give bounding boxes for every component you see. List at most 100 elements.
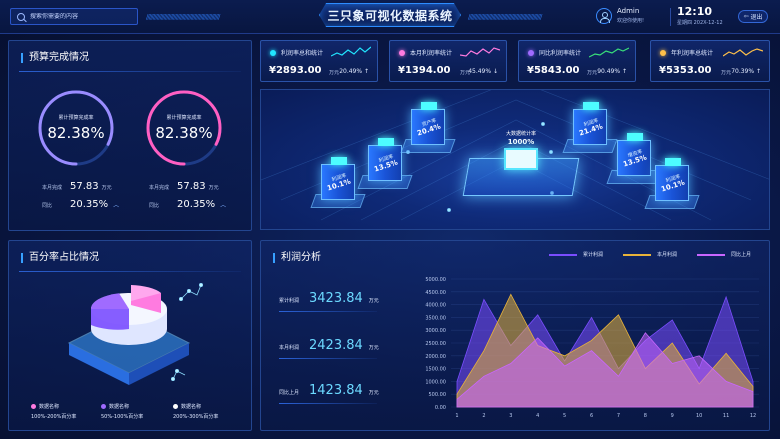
legend-range: 50%-100%百分率 bbox=[101, 414, 144, 420]
x-tick-label: 3 bbox=[509, 413, 512, 419]
area-series-3 bbox=[456, 332, 754, 408]
legend-range: 100%-200%百分率 bbox=[31, 414, 77, 420]
panel-title-underline bbox=[19, 271, 241, 272]
legend-dot-icon bbox=[173, 404, 178, 409]
gauge-label: 累计预算完成率 bbox=[58, 115, 94, 121]
x-tick-label: 2 bbox=[482, 413, 485, 419]
profit-value: 3423.84 bbox=[309, 291, 363, 306]
profit-area-chart: 0.00 500.00 1000.00 1500.00 2000.00 2500.00 30… bbox=[425, 277, 759, 419]
stat-unit: 万元 bbox=[208, 185, 219, 191]
profit-label: 累计利润 bbox=[279, 298, 300, 304]
user-profile[interactable]: Admin 欢迎你使用! bbox=[596, 7, 644, 24]
stat-unit: 万元 bbox=[101, 185, 112, 191]
decor-stripes-right-icon: ////////////////////////////////////////… bbox=[468, 13, 542, 21]
x-tick-label: 12 bbox=[750, 413, 756, 419]
search-icon bbox=[17, 12, 25, 21]
stat-yoy-label: 同比 bbox=[149, 203, 160, 209]
tower-profit-3: 利润率 21.4% bbox=[562, 102, 618, 153]
kpi-percent: 45.49% ↓ bbox=[468, 68, 498, 75]
stat-yoy-1: 同比 20.35% ︿ bbox=[42, 199, 119, 210]
legend-item-1: 数据名称 100%-200%百分率 bbox=[31, 403, 76, 420]
pie-3d-icon bbox=[67, 282, 203, 385]
tower-profit-1: 利润率 10.1% bbox=[310, 157, 366, 208]
gauge-value: 82.38% bbox=[47, 124, 105, 142]
sparkline-icon bbox=[331, 46, 371, 57]
arrow-up-icon: ︿ bbox=[113, 202, 120, 209]
gauge-label: 累计预算完成率 bbox=[166, 115, 202, 121]
legend-dot-icon bbox=[101, 404, 106, 409]
y-tick-label: 1000.00 bbox=[425, 379, 446, 385]
kpi-card-month-profit[interactable]: 本月利润率统计 ¥1394.00 万元 45.49% ↓ bbox=[389, 40, 507, 82]
kpi-percent: 90.49% ↑ bbox=[597, 68, 627, 75]
kpi-unit: 万元 bbox=[329, 70, 340, 76]
profit-row-underline bbox=[279, 358, 377, 359]
legend-dot-icon bbox=[31, 404, 36, 409]
kpi-dot-icon bbox=[528, 50, 534, 56]
profit-value: 1423.84 bbox=[309, 383, 363, 398]
tower-capital: 增资率 13.5% bbox=[606, 133, 662, 184]
hub-value: 1000% bbox=[507, 138, 535, 146]
profit-row-underline bbox=[279, 403, 377, 404]
profit-panel: 利润分析 累计利润 本月利润 同比上月 累计利润 3423.84 万元 本月利润… bbox=[260, 240, 770, 431]
legend-name: 数据名称 bbox=[181, 404, 202, 410]
profit-row-cumulative: 累计利润 3423.84 万元 bbox=[279, 291, 379, 306]
x-tick-label: 9 bbox=[671, 413, 674, 419]
stat-month-label: 本月完成 bbox=[149, 185, 170, 191]
hub-big-data: 大数据统计率 1000% bbox=[462, 130, 580, 200]
x-tick-label: 5 bbox=[563, 413, 566, 419]
y-tick-label: 0.00 bbox=[435, 405, 446, 411]
stat-month-value: 57.83 bbox=[177, 181, 206, 192]
y-tick-label: 3000.00 bbox=[425, 328, 446, 334]
kpi-card-total-profit[interactable]: 利润率总和统计 ¥2893.00 万元 20.49% ↑ bbox=[260, 40, 378, 82]
stat-month-label: 本月完成 bbox=[42, 185, 63, 191]
stat-yoy-value: 20.35% bbox=[177, 199, 216, 210]
header-bar: ////////////////////////////////////////… bbox=[0, 0, 780, 34]
gauge-ring-icon bbox=[38, 90, 114, 166]
profit-row-underline bbox=[279, 311, 377, 312]
kpi-card-year-profit[interactable]: 年利润率总统计 ¥5353.00 万元 70.39% ↑ bbox=[650, 40, 770, 82]
clock-time: 12:10 bbox=[677, 5, 713, 18]
chart-legend-2: 本月利润 bbox=[623, 251, 677, 258]
kpi-dot-icon bbox=[660, 50, 666, 56]
x-tick-label: 10 bbox=[696, 413, 702, 419]
chart-legend-3: 同比上月 bbox=[697, 251, 751, 258]
x-tick-label: 4 bbox=[536, 413, 539, 419]
kpi-card-yoy-profit[interactable]: 同比利润率统计 ¥5843.00 万元 90.49% ↑ bbox=[518, 40, 636, 82]
profit-row-yoy: 同比上月 1423.84 万元 bbox=[279, 383, 379, 398]
legend-label: 同比上月 bbox=[731, 252, 752, 258]
legend-line-icon bbox=[549, 253, 577, 256]
legend-line-icon bbox=[623, 253, 651, 256]
x-tick-label: 1 bbox=[455, 413, 458, 419]
budget-panel: 预算完成情况 累计预算完成率 82.38% 累计预算完成率 82.38% 本月完… bbox=[8, 40, 252, 231]
user-avatar-icon bbox=[596, 7, 612, 24]
stat-month-2: 本月完成 57.83 万元 bbox=[149, 181, 219, 192]
kpi-name: 利润率总和统计 bbox=[281, 50, 324, 57]
y-tick-label: 4500.00 bbox=[425, 290, 446, 296]
profit-value: 2423.84 bbox=[309, 338, 363, 353]
kpi-unit: 万元 bbox=[460, 70, 471, 76]
kpi-name: 本月利润率统计 bbox=[410, 50, 453, 57]
kpi-percent: 20.49% ↑ bbox=[339, 68, 369, 75]
x-tick-label: 8 bbox=[644, 413, 647, 419]
y-tick-label: 1500.00 bbox=[425, 367, 446, 373]
y-tick-label: 500.00 bbox=[429, 392, 447, 398]
kpi-dot-icon bbox=[270, 50, 276, 56]
profit-unit: 万元 bbox=[368, 298, 379, 304]
y-tick-label: 5000.00 bbox=[425, 277, 446, 283]
gauge-ring-icon bbox=[146, 90, 222, 166]
legend-line-icon bbox=[697, 253, 725, 256]
search-input[interactable] bbox=[30, 13, 130, 20]
search-box[interactable] bbox=[10, 8, 138, 25]
kpi-value: ¥2893.00 bbox=[269, 65, 322, 76]
profit-label: 本月利润 bbox=[279, 345, 300, 351]
decor-stripes-left-icon: ////////////////////////////////////////… bbox=[146, 13, 220, 21]
y-tick-label: 4000.00 bbox=[425, 303, 446, 309]
exit-button[interactable]: ⇦ 退出 bbox=[738, 10, 768, 23]
user-greeting: 欢迎你使用! bbox=[617, 18, 645, 24]
stat-yoy-label: 同比 bbox=[42, 203, 53, 209]
kpi-unit: 万元 bbox=[587, 70, 598, 76]
legend-name: 数据名称 bbox=[39, 404, 60, 410]
hub-label: 大数据统计率 bbox=[505, 131, 536, 137]
legend-label: 本月利润 bbox=[657, 252, 678, 258]
budget-panel-title: 预算完成情况 bbox=[21, 53, 89, 63]
